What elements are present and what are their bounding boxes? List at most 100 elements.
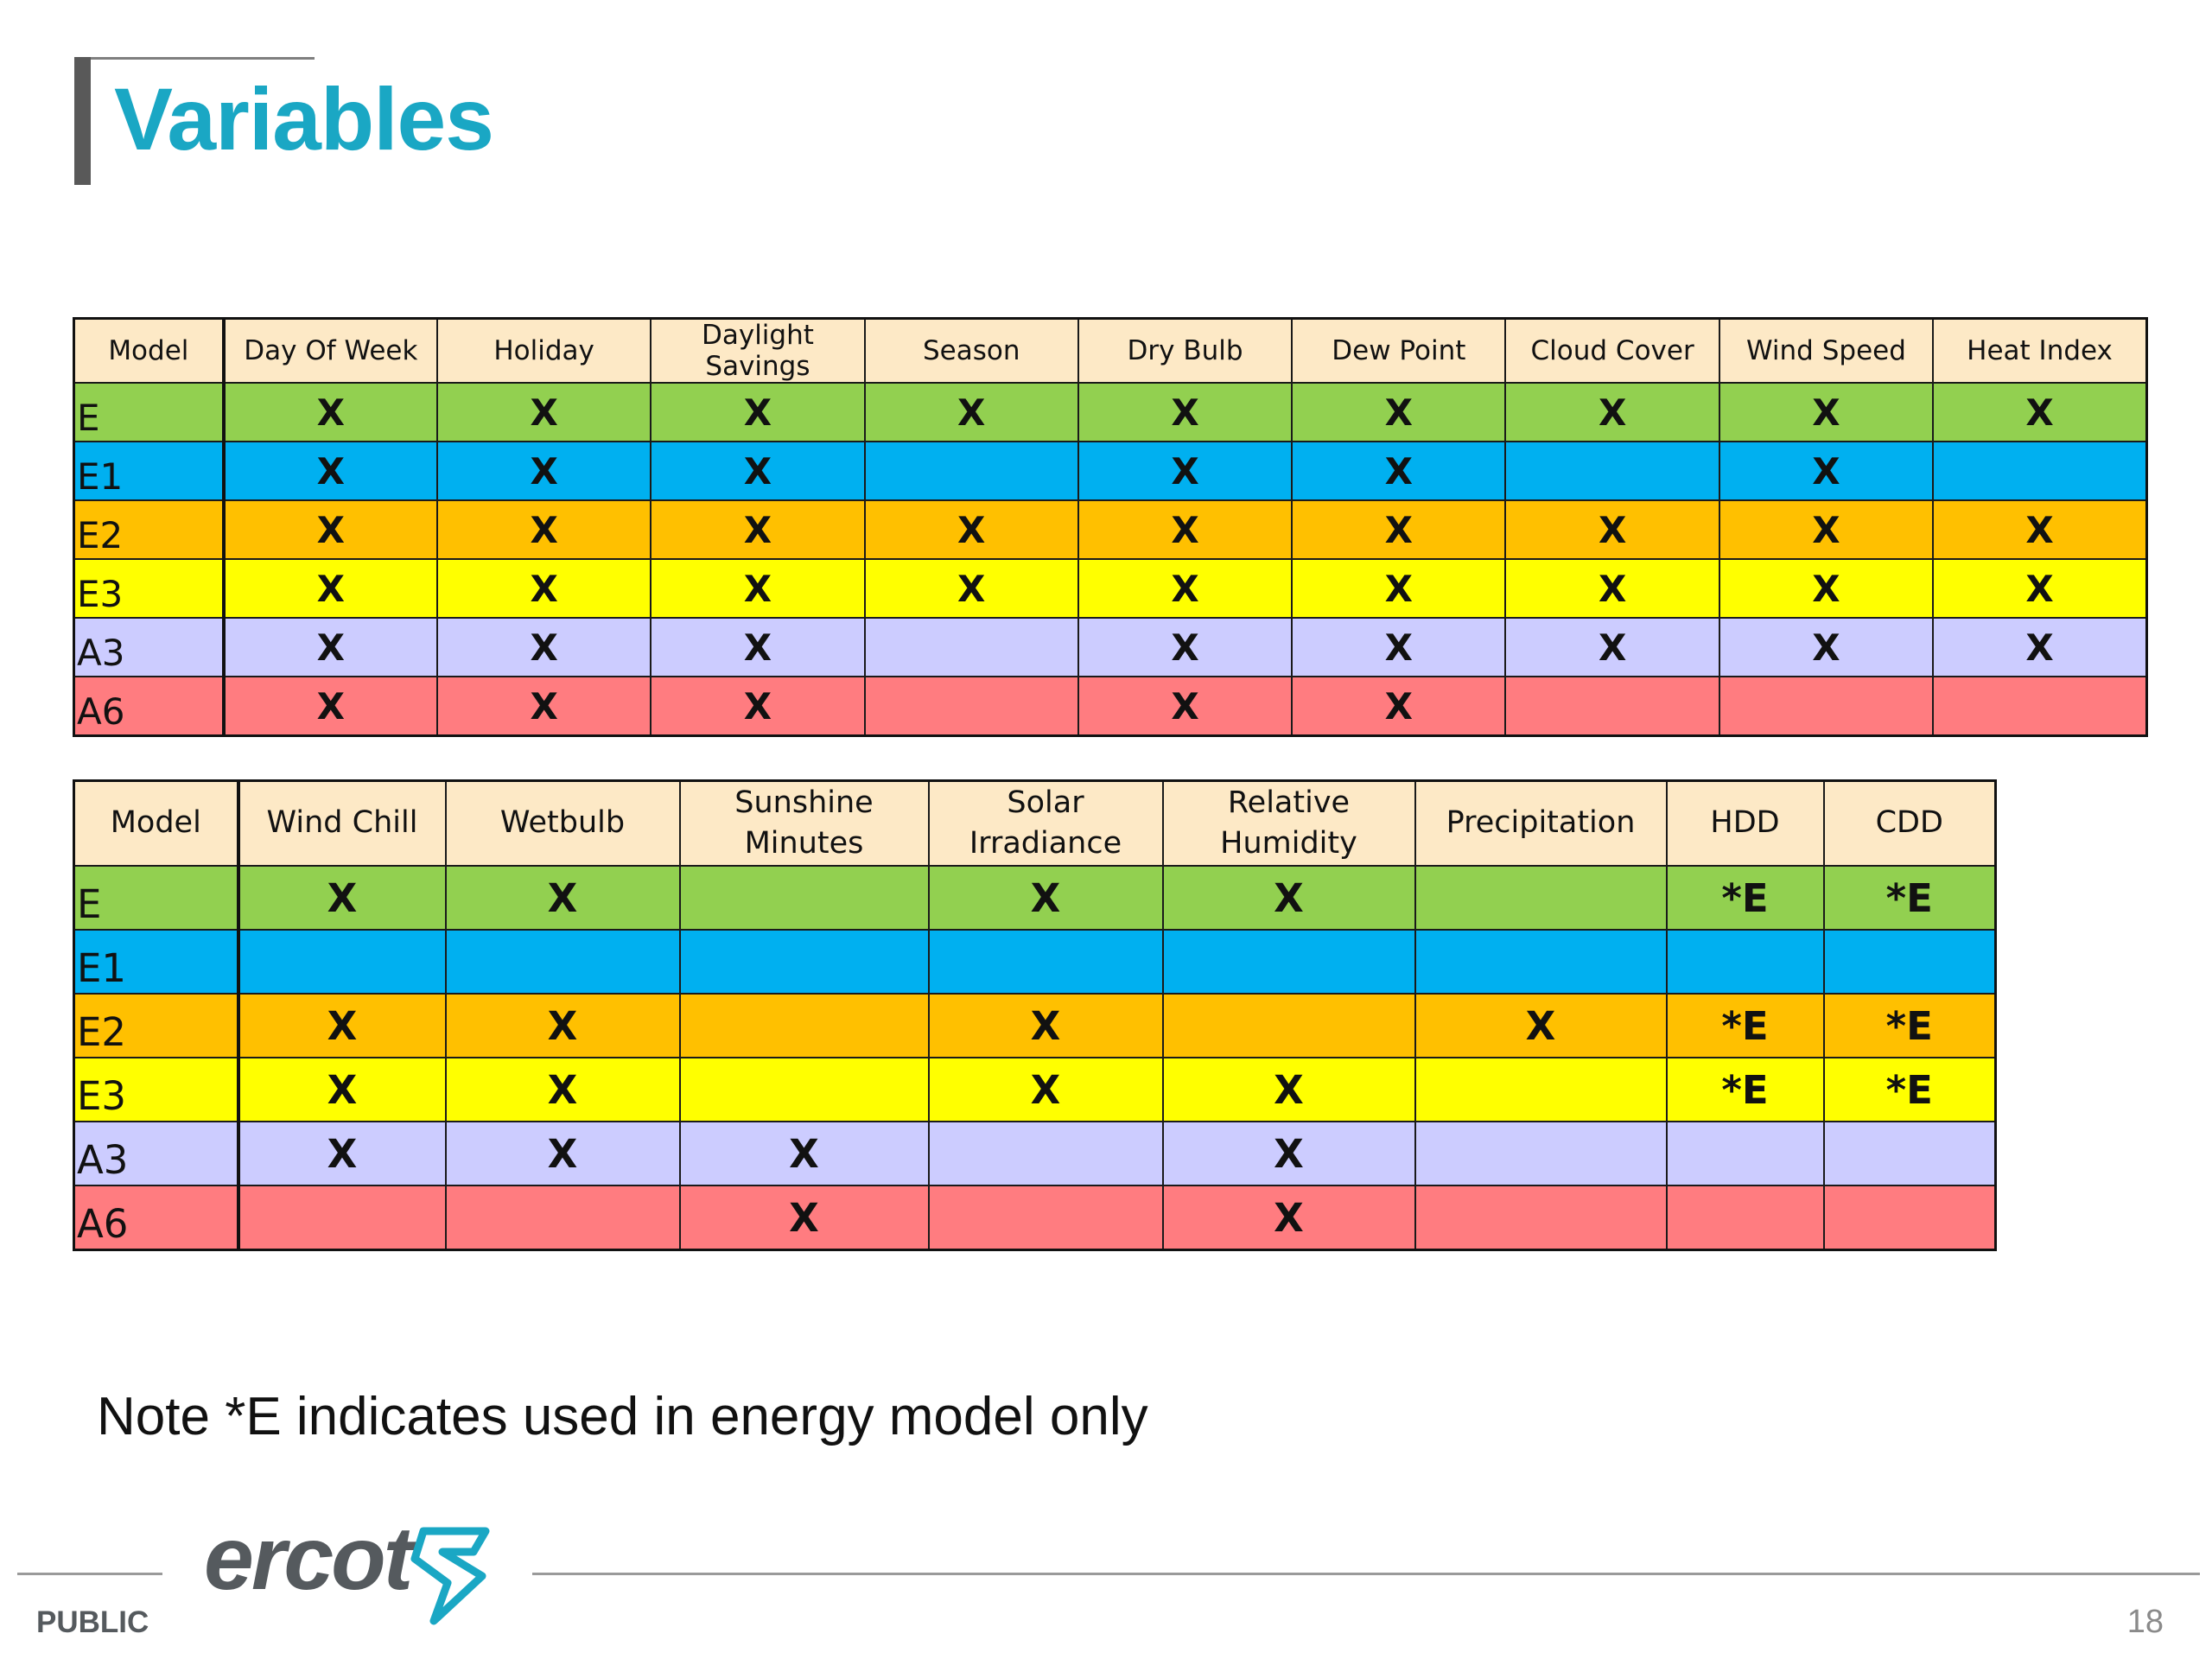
table-cell [1504,441,1720,501]
table-cell: X [1077,617,1294,677]
table-cell: X [650,617,866,677]
footer-rule-right [532,1573,2200,1575]
table-cell [927,1121,1164,1186]
table-row: E1 X X X X X X [73,441,2148,501]
table-cell: X [1504,558,1720,619]
footer-rule-left [17,1573,162,1575]
column-header-relative-humidity: Relative Humidity [1161,779,1416,867]
table-cell: X [650,441,866,501]
table-cell: X [1161,1057,1416,1122]
table-cell: X [1077,382,1294,442]
table-cell: X [650,676,866,737]
table-cell [863,441,1079,501]
column-header-daylight-savings: Daylight Savings [650,317,866,384]
model-cell: A6 [73,1185,240,1251]
column-header-hdd: HDD [1665,779,1825,867]
column-header-dew-point: Dew Point [1291,317,1507,384]
table-cell: X [222,441,439,501]
table-cell [1414,1057,1668,1122]
table-cell: X [927,865,1164,931]
table-cell [1414,1185,1668,1251]
table-cell: X [1932,499,2148,560]
table-cell [1414,865,1668,931]
column-header-model: Model [73,779,240,867]
model-cell: E [73,865,240,931]
table-cell: X [863,558,1079,619]
table-cell [444,929,681,995]
variables-table-1: Model Day Of Week Holiday Daylight Savin… [73,317,2148,737]
table-cell: X [237,1057,447,1122]
table-cell [1414,929,1668,995]
table-row: E2 X X X X *E *E [73,993,1997,1058]
table-cell [927,1185,1164,1251]
table-cell [1822,1121,1997,1186]
table-cell: X [650,499,866,560]
table-cell [1504,676,1720,737]
column-header-solar-irradiance: Solar Irradiance [927,779,1164,867]
table-cell [1161,993,1416,1058]
table-cell: X [927,1057,1164,1122]
table-cell: X [1414,993,1668,1058]
title-accent-bar [74,57,91,185]
table-cell: X [927,993,1164,1058]
table-cell: X [444,993,681,1058]
table-row: A6 X X X X X [73,676,2148,737]
table-cell: X [650,382,866,442]
table-cell: X [1291,617,1507,677]
table-cell: X [1291,441,1507,501]
model-cell: E1 [73,929,240,995]
column-header-model: Model [73,317,226,384]
model-cell: E [73,382,226,442]
table-cell: X [1291,499,1507,560]
column-header-precipitation: Precipitation [1414,779,1668,867]
column-header-season: Season [863,317,1079,384]
table-cell: X [1718,441,1935,501]
table-cell: X [435,676,652,737]
table-cell: *E [1822,865,1997,931]
table-row: E X X X X *E *E [73,865,1997,931]
table-cell: X [1291,382,1507,442]
table-cell [1161,929,1416,995]
table-row: E2 X X X X X X X X X [73,499,2148,560]
table-cell: X [435,441,652,501]
model-cell: E3 [73,558,226,619]
column-header-wind-speed: Wind Speed [1718,317,1935,384]
column-header-cloud-cover: Cloud Cover [1504,317,1720,384]
table-row: A3 X X X X [73,1121,1997,1186]
table-cell: X [678,1185,930,1251]
table-cell: X [222,499,439,560]
table-cell: X [222,382,439,442]
table-cell [678,929,930,995]
table-cell: X [1718,499,1935,560]
table-cell: X [1504,499,1720,560]
column-header-dry-bulb: Dry Bulb [1077,317,1294,384]
variables-table-2: Model Wind Chill Wetbulb Sunshine Minute… [73,779,1997,1251]
table-cell: X [1932,558,2148,619]
table-cell [1665,929,1825,995]
table-cell: X [1161,865,1416,931]
table-cell: X [1161,1185,1416,1251]
table-cell [678,1057,930,1122]
table-cell [1718,676,1935,737]
table-cell [1932,441,2148,501]
table-cell: X [435,558,652,619]
table-cell: X [435,382,652,442]
model-cell: E2 [73,993,240,1058]
table-cell: X [1718,617,1935,677]
table-header-row: Model Wind Chill Wetbulb Sunshine Minute… [73,779,1997,867]
table-cell: X [1291,558,1507,619]
table-cell: X [1932,382,2148,442]
page-title: Variables [114,70,494,168]
table-cell [1665,1185,1825,1251]
column-header-day-of-week: Day Of Week [222,317,439,384]
table-cell [678,993,930,1058]
table-cell: X [222,558,439,619]
table-header-row: Model Day Of Week Holiday Daylight Savin… [73,317,2148,384]
classification-label: PUBLIC [36,1605,149,1639]
table-cell: X [222,617,439,677]
table-cell: X [1291,676,1507,737]
table-cell: X [1718,558,1935,619]
table-row: A3 X X X X X X X X [73,617,2148,677]
page-number: 18 [2126,1604,2164,1640]
